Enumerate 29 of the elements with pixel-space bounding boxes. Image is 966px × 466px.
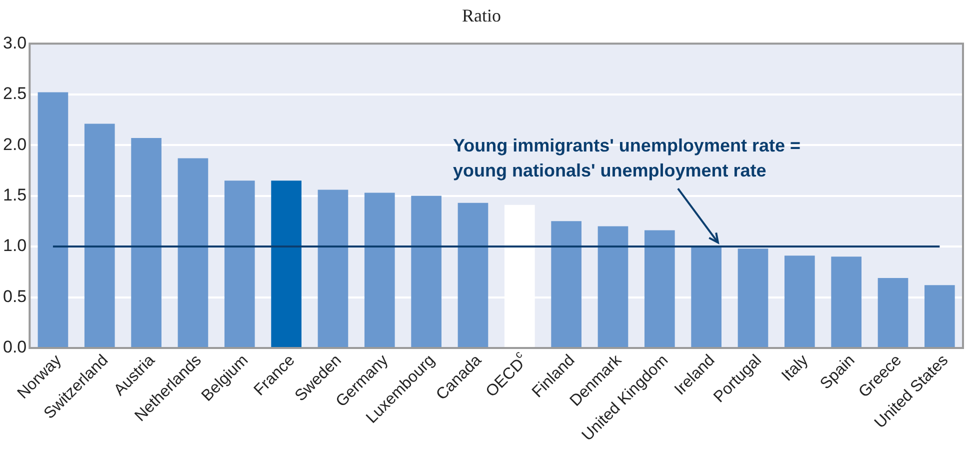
bar [178,158,208,347]
y-tick-label: 2.5 [2,84,27,104]
ref-line-label: Young immigrants' unemployment rate = young nationals' unemployment rate [452,136,800,181]
y-tick-label: 3.0 [2,33,27,52]
bar [878,278,908,347]
bar [691,248,722,347]
bar [364,192,395,347]
bar [84,124,115,347]
bar [644,230,675,347]
bar [784,256,815,347]
chart-title: Ratio [462,6,501,26]
x-tick-label: Italy [778,352,812,385]
bar [831,256,862,347]
bar [924,285,955,347]
y-tick-label: 2.0 [2,134,27,154]
bar [38,92,68,347]
y-tick-label: 0.5 [2,286,27,306]
y-tick-label: 1.5 [2,185,27,204]
y-tick-label: 1.0 [2,236,27,256]
bar [224,180,255,347]
bar [411,196,442,347]
bar [271,180,302,347]
bar [318,190,348,347]
bar [131,138,162,347]
bar [551,221,582,347]
bar [738,248,768,347]
y-tick-label: 0.0 [2,338,27,357]
bar [598,226,628,347]
bar [458,202,488,347]
